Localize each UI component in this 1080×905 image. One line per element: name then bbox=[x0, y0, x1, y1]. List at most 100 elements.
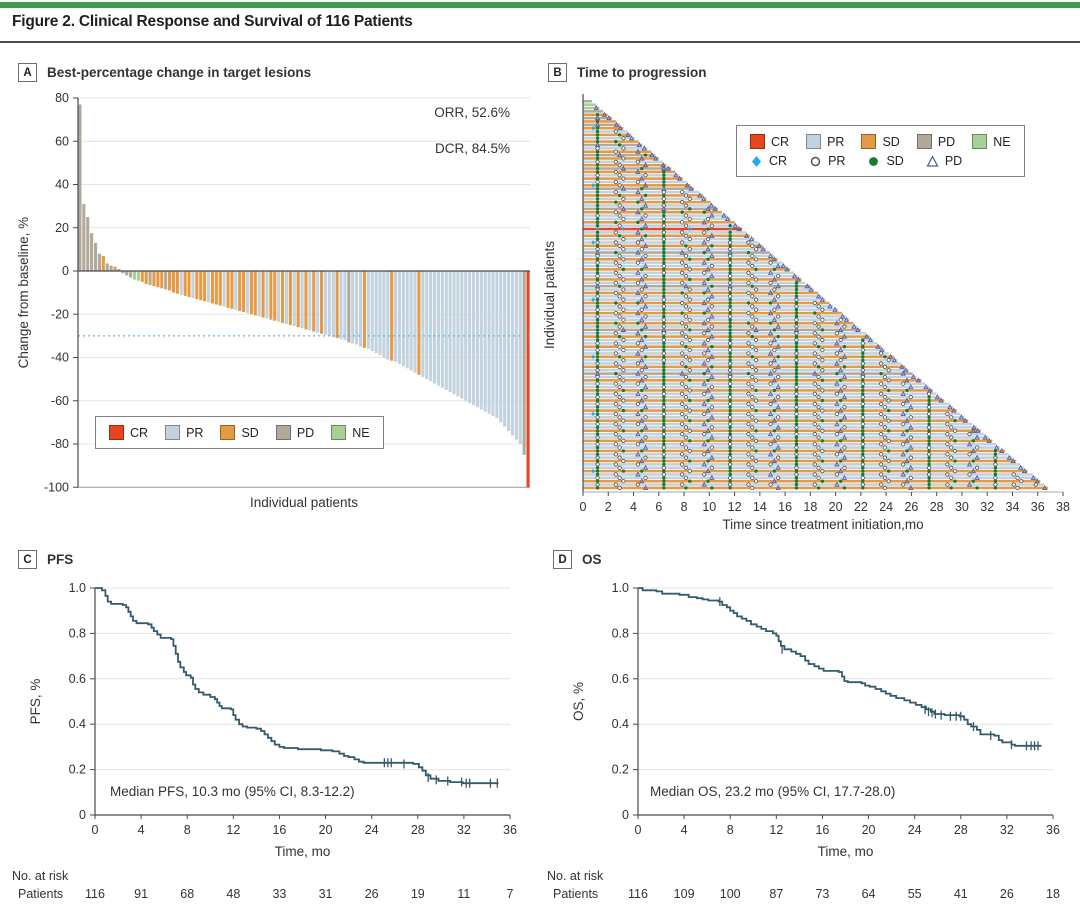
legend-label: NE bbox=[993, 134, 1011, 149]
x-tick-label: 32 bbox=[1000, 823, 1014, 837]
panel-d-label: D bbox=[553, 550, 572, 569]
at-risk-count: 26 bbox=[365, 887, 379, 901]
legend-label: PD bbox=[296, 425, 315, 440]
circle-icon bbox=[810, 156, 821, 166]
y-tick-label: -80 bbox=[51, 437, 69, 451]
panel-a-header: A Best-percentage change in target lesio… bbox=[18, 63, 311, 82]
pr-swatch bbox=[806, 134, 822, 149]
y-axis-label: OS, % bbox=[571, 682, 586, 721]
x-axis-label: Time, mo bbox=[818, 844, 874, 859]
at-risk-label: No. at risk bbox=[547, 869, 604, 883]
x-axis-label: Time, mo bbox=[275, 844, 331, 859]
x-tick-label: 34 bbox=[1006, 500, 1020, 514]
legend-item-ne: NE bbox=[972, 134, 1011, 149]
y-tick-label: 0.4 bbox=[612, 717, 629, 731]
y-tick-label: 0 bbox=[62, 264, 69, 278]
x-tick-label: 20 bbox=[829, 500, 843, 514]
y-tick-label: -20 bbox=[51, 307, 69, 321]
x-tick-label: 0 bbox=[635, 823, 642, 837]
legend-label: SD bbox=[882, 134, 900, 149]
x-tick-label: 12 bbox=[728, 500, 742, 514]
at-risk-count: 116 bbox=[85, 887, 105, 901]
x-tick-label: 36 bbox=[1046, 823, 1060, 837]
orr-annotation: ORR, 52.6% bbox=[434, 105, 510, 120]
at-risk-count: 11 bbox=[457, 887, 470, 901]
y-axis-label: Change from baseline, % bbox=[16, 217, 31, 369]
panel-d-header: D OS bbox=[553, 550, 602, 569]
at-risk-count: 55 bbox=[908, 887, 922, 901]
panel-d-os: 0 0.2 0.4 0.6 0.8 1.0 0 4 8 12 16 20 24 28 32 36 OS, % Ti… bbox=[545, 548, 1080, 905]
y-tick-label: 1.0 bbox=[612, 581, 629, 595]
legend-label: SD bbox=[241, 425, 259, 440]
cr-swatch bbox=[750, 134, 765, 149]
x-tick-label: 10 bbox=[702, 500, 716, 514]
pr-swatch bbox=[165, 425, 181, 440]
x-tick-label: 24 bbox=[908, 823, 922, 837]
x-tick-label: 4 bbox=[681, 823, 688, 837]
x-axis-label: Time since treatment initiation,mo bbox=[722, 517, 923, 532]
y-tick-label: 0 bbox=[79, 808, 86, 822]
legend-label: SD bbox=[886, 154, 904, 168]
y-tick-label: 0.8 bbox=[612, 626, 629, 640]
y-tick-label: 0.6 bbox=[69, 672, 86, 686]
panel-a-legend: CR PR SD PD NE bbox=[95, 416, 384, 449]
y-tick-label: 60 bbox=[55, 134, 69, 148]
at-risk-label: No. at risk bbox=[12, 869, 69, 883]
x-tick-label: 8 bbox=[727, 823, 734, 837]
x-tick-label: 24 bbox=[879, 500, 893, 514]
dcr-annotation: DCR, 84.5% bbox=[434, 141, 510, 156]
at-risk-count: 109 bbox=[674, 887, 695, 901]
title-rule bbox=[0, 41, 1080, 43]
y-tick-label: -100 bbox=[44, 480, 69, 494]
at-risk-count: 100 bbox=[720, 887, 741, 901]
legend-marker-item-pd: PD bbox=[926, 154, 962, 168]
legend-item-pd: PD bbox=[275, 425, 315, 440]
x-tick-label: 14 bbox=[753, 500, 767, 514]
x-tick-label: 28 bbox=[411, 823, 425, 837]
panel-c-header: C PFS bbox=[18, 550, 73, 569]
legend-label: PD bbox=[944, 154, 963, 168]
legend-label: PR bbox=[186, 425, 204, 440]
legend-label: CR bbox=[771, 134, 790, 149]
at-risk-count: 33 bbox=[272, 887, 286, 901]
x-tick-label: 16 bbox=[778, 500, 792, 514]
x-tick-label: 20 bbox=[862, 823, 876, 837]
at-risk-count: 41 bbox=[954, 887, 968, 901]
legend-label: PR bbox=[828, 154, 846, 168]
legend-item-sd: SD bbox=[861, 134, 900, 149]
legend-item-pr: PR bbox=[806, 134, 844, 149]
legend-label: PR bbox=[827, 134, 845, 149]
bar-legend-row: CR PR SD PD NE bbox=[750, 134, 1011, 149]
x-tick-label: 12 bbox=[226, 823, 240, 837]
dot-icon bbox=[869, 156, 879, 166]
legend-item-pr: PR bbox=[165, 425, 203, 440]
x-tick-label: 4 bbox=[138, 823, 145, 837]
sd-swatch bbox=[861, 134, 877, 149]
y-tick-label: 40 bbox=[55, 178, 69, 192]
x-tick-label: 6 bbox=[655, 500, 662, 514]
x-tick-label: 20 bbox=[319, 823, 333, 837]
legend-item-cr: CR bbox=[109, 425, 148, 440]
x-tick-label: 16 bbox=[815, 823, 829, 837]
x-tick-label: 22 bbox=[854, 500, 868, 514]
at-risk-count: 91 bbox=[134, 887, 148, 901]
swimmer-svg: 0 2 4 6 8 10 12 14 16 18 20 22 24 26 28 30 32 34 36 38Time … bbox=[542, 94, 1070, 532]
x-tick-label: 32 bbox=[457, 823, 471, 837]
panel-b-label: B bbox=[548, 63, 567, 82]
x-tick-label: 30 bbox=[955, 500, 969, 514]
y-tick-label: 0.8 bbox=[69, 626, 86, 640]
legend-label: CR bbox=[769, 154, 788, 168]
y-tick-label: 0.6 bbox=[612, 672, 629, 686]
y-tick-label: 0.2 bbox=[612, 763, 629, 777]
panel-a-waterfall: 80 60 40 20 0 -20 -40 -60 -80 -100 Change from bas… bbox=[10, 55, 540, 530]
figure-title: Figure 2. Clinical Response and Survival… bbox=[12, 13, 413, 30]
x-tick-label: 8 bbox=[184, 823, 191, 837]
legend-marker-item-sd: SD bbox=[867, 154, 904, 168]
y-tick-label: 1.0 bbox=[69, 581, 86, 595]
at-risk-count: 7 bbox=[507, 887, 514, 901]
at-risk-count: 68 bbox=[180, 887, 194, 901]
os-curve bbox=[638, 587, 1042, 747]
at-risk-count: 116 bbox=[628, 887, 648, 901]
diamond-icon bbox=[752, 155, 761, 167]
at-risk-count: 18 bbox=[1046, 887, 1060, 901]
